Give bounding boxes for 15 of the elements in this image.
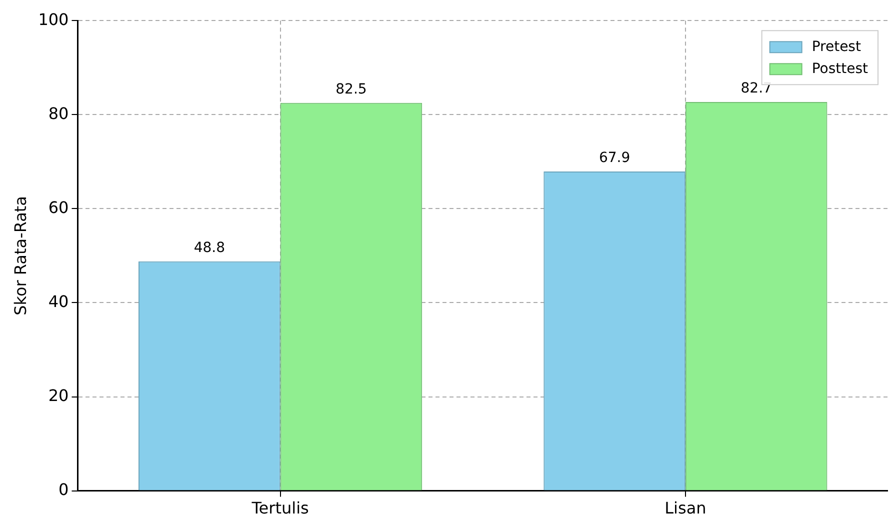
data-label: 82.7 xyxy=(740,80,772,97)
y-axis-title: Skor Rata-Rata xyxy=(10,196,30,316)
data-label: 48.8 xyxy=(194,240,225,256)
y-tick-label: 20 xyxy=(48,386,69,405)
y-tick-label: 0 xyxy=(58,480,69,499)
y-tick-label: 100 xyxy=(38,10,69,29)
y-tick-label: 80 xyxy=(48,104,69,123)
y-tick-label: 60 xyxy=(48,198,69,217)
legend-label: Posttest xyxy=(812,61,869,78)
data-label: 82.5 xyxy=(336,82,367,98)
data-label: 67.9 xyxy=(598,150,630,166)
x-tick-label: Lisan xyxy=(664,498,706,518)
legend-label: Pretest xyxy=(812,39,862,56)
y-tick-label: 40 xyxy=(48,292,69,311)
x-tick-label: Tertulis xyxy=(250,498,309,518)
